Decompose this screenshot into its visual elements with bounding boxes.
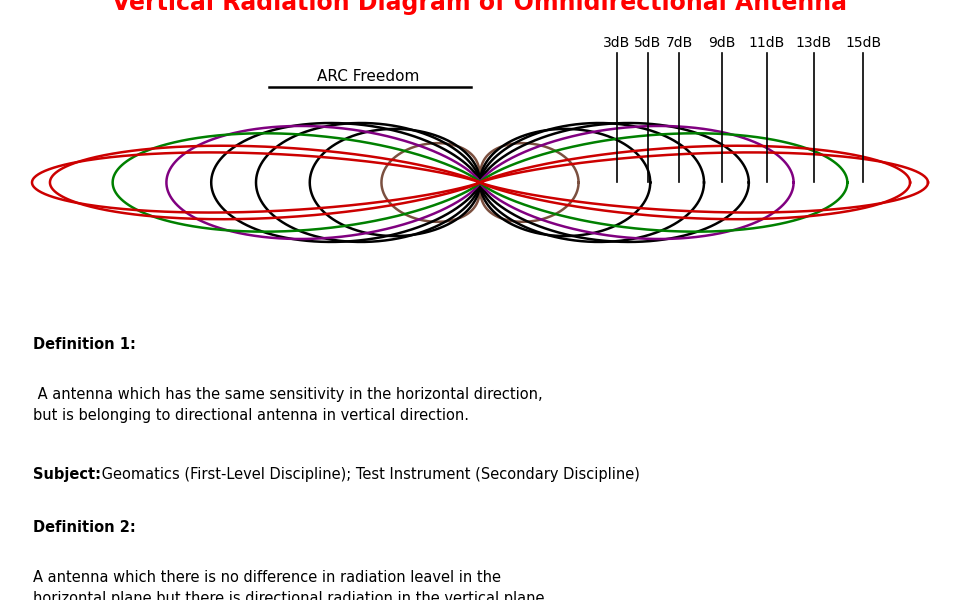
Text: 11dB: 11dB (749, 36, 785, 50)
Text: Geomatics (First-Level Discipline); Test Instrument (Secondary Discipline): Geomatics (First-Level Discipline); Test… (97, 467, 640, 482)
Text: A antenna which there is no difference in radiation leavel in the
horizontal pla: A antenna which there is no difference i… (33, 570, 549, 600)
Text: Vertical Radiation Diagram of Omnidirectional Antenna: Vertical Radiation Diagram of Omnidirect… (112, 0, 848, 16)
Text: 7dB: 7dB (665, 36, 693, 50)
Text: ARC Freedom: ARC Freedom (317, 69, 420, 84)
Text: 15dB: 15dB (845, 36, 881, 50)
Text: Definition 1:: Definition 1: (33, 337, 136, 352)
Text: 5dB: 5dB (635, 36, 661, 50)
Text: Definition 2:: Definition 2: (33, 520, 136, 535)
Text: Subject:: Subject: (33, 467, 101, 482)
Text: 3dB: 3dB (603, 36, 631, 50)
Text: A antenna which has the same sensitivity in the horizontal direction,
but is bel: A antenna which has the same sensitivity… (33, 387, 542, 422)
Text: 9dB: 9dB (708, 36, 735, 50)
Text: 13dB: 13dB (796, 36, 831, 50)
